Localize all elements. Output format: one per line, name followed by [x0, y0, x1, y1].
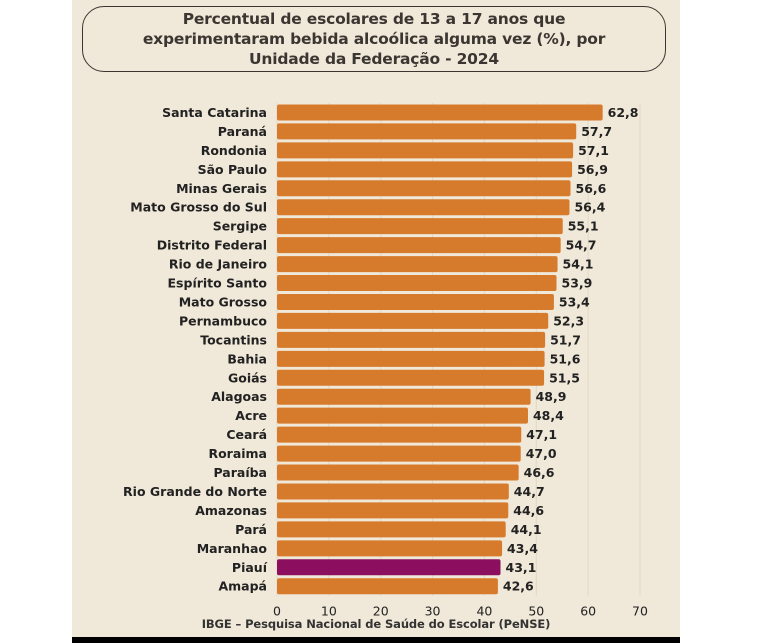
bar	[277, 331, 546, 348]
x-tick-label: 40	[476, 604, 492, 619]
category-label: Bahia	[227, 351, 267, 366]
value-label: 48,9	[536, 389, 567, 404]
category-label: Pernambuco	[179, 313, 267, 328]
bar	[277, 426, 522, 443]
value-label: 51,6	[550, 351, 581, 366]
value-label: 55,1	[568, 219, 599, 234]
category-label: São Paulo	[198, 162, 268, 177]
category-label: Alagoas	[211, 389, 267, 404]
category-label: Ceará	[226, 427, 267, 442]
category-label: Sergipe	[213, 219, 267, 234]
x-tick-label: 70	[632, 604, 648, 619]
value-label: 47,1	[526, 427, 557, 442]
bar	[277, 521, 506, 538]
value-label: 43,1	[506, 560, 537, 575]
category-label: Pará	[235, 522, 267, 537]
title-box: Percentual de escolares de 13 a 17 anos …	[82, 6, 666, 72]
category-label: Rondonia	[201, 143, 267, 158]
value-label: 48,4	[533, 408, 564, 423]
value-label: 56,9	[577, 162, 608, 177]
value-label: 42,6	[503, 579, 534, 594]
value-label: 53,4	[559, 294, 590, 309]
bar	[277, 483, 509, 500]
x-axis-ticks: 0 10 20 30 40 50 60 70	[273, 604, 648, 619]
value-label: 57,1	[578, 143, 609, 158]
value-label: 44,6	[513, 503, 544, 518]
category-label: Amazonas	[195, 503, 267, 518]
x-tick-label: 50	[528, 604, 544, 619]
category-label: Maranhao	[197, 541, 268, 556]
value-label: 56,6	[576, 181, 607, 196]
bar	[277, 180, 571, 197]
category-labels: Santa Catarina Paraná Rondonia São Paulo Min…	[123, 105, 268, 594]
category-label: Rio de Janeiro	[169, 257, 268, 272]
category-label: Paraná	[218, 124, 267, 139]
bottom-border	[72, 637, 680, 643]
category-label: Paraíba	[213, 465, 267, 480]
value-label: 44,1	[511, 522, 542, 537]
bar	[277, 218, 563, 235]
value-label: 47,0	[526, 446, 557, 461]
category-label: Santa Catarina	[162, 105, 267, 120]
category-label: Minas Gerais	[176, 181, 267, 196]
x-tick-label: 20	[373, 604, 389, 619]
category-label: Acre	[235, 408, 267, 423]
value-label: 62,8	[608, 105, 639, 120]
category-label: Mato Grosso	[179, 294, 268, 309]
bar	[277, 312, 549, 329]
value-label: 54,1	[563, 257, 594, 272]
x-tick-label: 10	[321, 604, 337, 619]
bar	[277, 369, 545, 386]
source-footer: IBGE – Pesquisa Nacional de Saúde do Esc…	[201, 617, 551, 631]
bars	[277, 104, 603, 595]
bar	[277, 104, 603, 121]
bar	[277, 578, 498, 595]
value-label: 54,7	[566, 238, 597, 253]
x-tick-label: 0	[273, 604, 281, 619]
category-label: Piauí	[232, 560, 268, 575]
value-label: 52,3	[553, 313, 584, 328]
value-label: 46,6	[524, 465, 555, 480]
category-label: Goiás	[228, 370, 267, 385]
category-label: Rio Grande do Norte	[123, 484, 267, 499]
bar	[277, 350, 545, 367]
bar	[277, 161, 573, 178]
value-label: 57,7	[581, 124, 612, 139]
bar-highlighted	[277, 559, 501, 576]
category-label: Tocantins	[200, 332, 267, 347]
bar	[277, 275, 557, 292]
value-label: 56,4	[574, 200, 605, 215]
category-label: Amapá	[218, 579, 267, 594]
x-tick-label: 60	[580, 604, 596, 619]
bar	[277, 388, 531, 405]
value-label: 44,7	[514, 484, 545, 499]
value-label: 43,4	[507, 541, 538, 556]
value-label: 51,5	[549, 370, 580, 385]
bar	[277, 123, 577, 140]
value-label: 51,7	[550, 332, 581, 347]
category-label: Mato Grosso do Sul	[130, 200, 267, 215]
bar	[277, 237, 561, 254]
bar	[277, 293, 554, 310]
bar	[277, 256, 558, 273]
bar	[277, 199, 570, 216]
bar	[277, 464, 519, 481]
value-label: 53,9	[562, 276, 593, 291]
bar	[277, 142, 574, 159]
category-label: Roraima	[208, 446, 267, 461]
chart-title: Percentual de escolares de 13 a 17 anos …	[142, 10, 606, 68]
x-tick-label: 30	[425, 604, 441, 619]
bar	[277, 540, 503, 557]
bar	[277, 502, 509, 519]
bar	[277, 407, 528, 424]
category-label: Espírito Santo	[168, 276, 268, 291]
bar	[277, 445, 521, 462]
value-labels: 62,8 57,7 57,1 56,9 56,6 56,4 55,1 54,7 54,1 53,9…	[503, 105, 639, 594]
category-label: Distrito Federal	[157, 238, 267, 253]
